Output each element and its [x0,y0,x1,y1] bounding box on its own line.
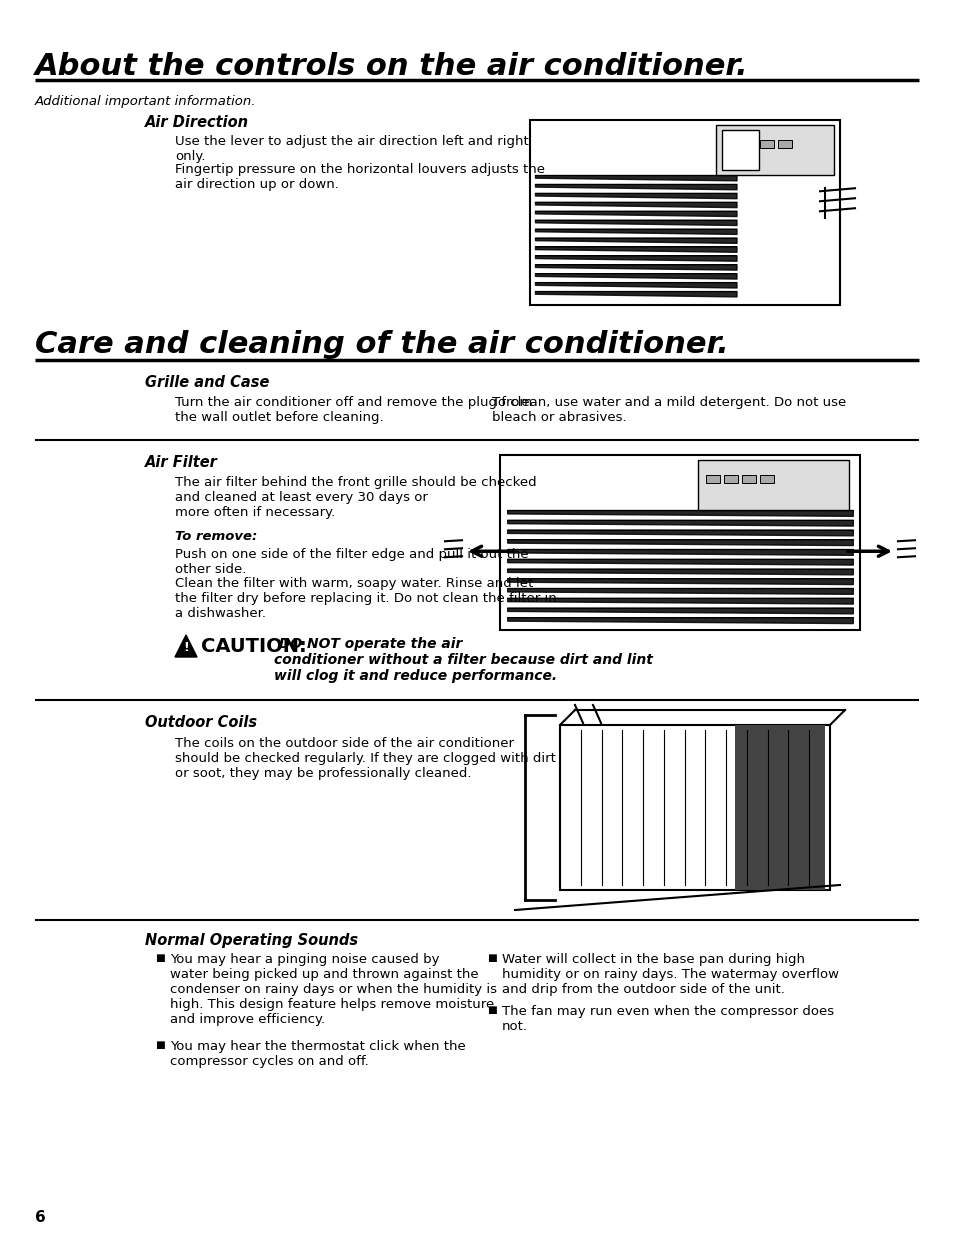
Text: The fan may run even when the compressor does
not.: The fan may run even when the compressor… [501,1005,833,1032]
Text: Air Filter: Air Filter [145,454,217,471]
Text: Additional important information.: Additional important information. [35,95,256,107]
Text: Air Direction: Air Direction [145,115,249,130]
Text: Outdoor Coils: Outdoor Coils [145,715,257,730]
Bar [735,725,823,890]
Text: ■: ■ [486,953,497,963]
Text: Grille and Case: Grille and Case [145,375,269,390]
Text: Push on one side of the filter edge and pull it out the
other side.: Push on one side of the filter edge and … [174,548,528,576]
Bar [716,125,833,175]
Text: ■: ■ [486,1005,497,1015]
Polygon shape [174,635,196,657]
Text: Turn the air conditioner off and remove the plug from
the wall outlet before cle: Turn the air conditioner off and remove … [174,396,532,424]
Text: The air filter behind the front grille should be checked
and cleaned at least ev: The air filter behind the front grille s… [174,475,536,519]
Text: About the controls on the air conditioner.: About the controls on the air conditione… [35,52,748,82]
Text: To remove:: To remove: [174,530,257,543]
Text: The coils on the outdoor side of the air conditioner
should be checked regularly: The coils on the outdoor side of the air… [174,737,556,781]
Bar [723,475,738,483]
Text: 6: 6 [35,1210,46,1225]
Text: You may hear a pinging noise caused by
water being picked up and thrown against : You may hear a pinging noise caused by w… [170,953,497,1026]
Text: Fingertip pressure on the horizontal louvers adjusts the
air direction up or dow: Fingertip pressure on the horizontal lou… [174,163,544,191]
Text: CAUTION:: CAUTION: [201,637,307,656]
Text: To clean, use water and a mild detergent. Do not use
bleach or abrasives.: To clean, use water and a mild detergent… [492,396,845,424]
Text: Care and cleaning of the air conditioner.: Care and cleaning of the air conditioner… [35,330,728,359]
Bar [721,130,759,170]
Bar [530,120,840,305]
Bar [698,459,848,510]
Bar [760,140,773,148]
Text: DO NOT operate the air
conditioner without a filter because dirt and lint
will c: DO NOT operate the air conditioner witho… [274,637,652,683]
Text: ■: ■ [154,1040,165,1050]
Text: ■: ■ [154,953,165,963]
Text: Water will collect in the base pan during high
humidity or on rainy days. The wa: Water will collect in the base pan durin… [501,953,838,995]
Bar [760,475,773,483]
Bar [559,725,829,890]
Bar [705,475,720,483]
Bar [741,140,755,148]
Bar [499,454,859,630]
Text: !: ! [183,641,189,655]
Bar [723,140,738,148]
Text: Clean the filter with warm, soapy water. Rinse and let
the filter dry before rep: Clean the filter with warm, soapy water.… [174,577,557,620]
Bar [778,140,791,148]
Text: You may hear the thermostat click when the
compressor cycles on and off.: You may hear the thermostat click when t… [170,1040,465,1068]
Bar [741,475,755,483]
Text: Normal Operating Sounds: Normal Operating Sounds [145,932,357,948]
Text: Use the lever to adjust the air direction left and right
only.: Use the lever to adjust the air directio… [174,135,528,163]
